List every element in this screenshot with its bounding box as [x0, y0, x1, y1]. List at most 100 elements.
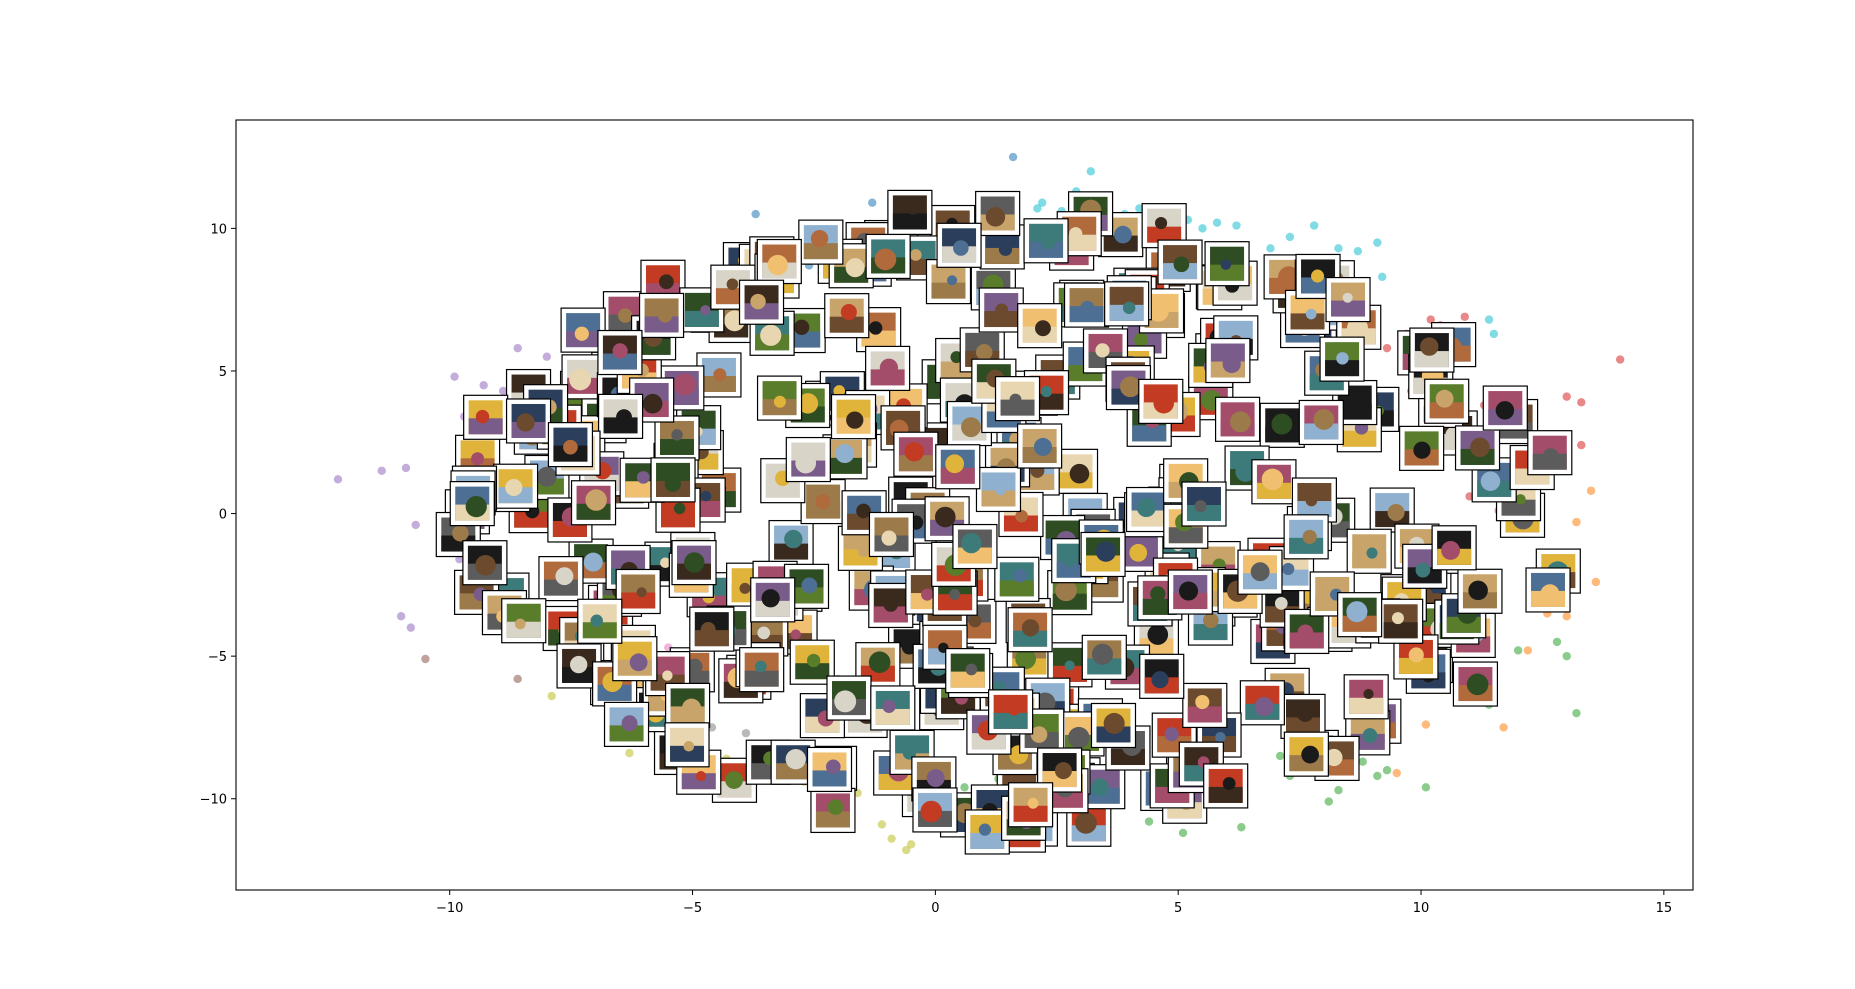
data-point	[887, 834, 896, 843]
image-thumbnail	[1205, 337, 1251, 384]
data-point	[1382, 766, 1392, 775]
data-point	[1373, 238, 1382, 247]
image-thumbnail	[1527, 430, 1573, 476]
image-thumbnail	[547, 422, 594, 468]
data-point	[1484, 315, 1494, 324]
image-thumbnail	[1452, 661, 1499, 707]
image-thumbnail	[1007, 607, 1053, 653]
image-thumbnail	[1378, 598, 1424, 644]
image-thumbnail	[696, 352, 742, 398]
data-point	[1275, 751, 1285, 761]
x-tick-label: 15	[1656, 901, 1673, 916]
image-thumbnail	[1280, 693, 1326, 739]
image-thumbnail	[1409, 327, 1455, 373]
data-point	[1523, 646, 1533, 655]
data-point	[1309, 221, 1319, 230]
image-thumbnail	[1052, 448, 1099, 494]
data-point	[1038, 198, 1047, 207]
data-point	[1237, 823, 1246, 832]
data-point	[1577, 398, 1586, 407]
image-thumbnail	[1017, 423, 1063, 469]
image-thumbnail	[830, 394, 877, 440]
image-thumbnail	[1139, 653, 1185, 699]
data-point	[377, 466, 386, 475]
image-thumbnail	[1090, 702, 1137, 749]
image-thumbnail	[597, 329, 643, 376]
x-tick-label: −10	[436, 901, 463, 916]
image-thumbnail	[1424, 378, 1470, 424]
x-tick-label: 5	[1174, 901, 1182, 916]
image-thumbnail	[824, 293, 870, 339]
data-point	[1572, 708, 1581, 718]
image-thumbnail	[612, 636, 658, 682]
image-thumbnail	[936, 222, 982, 268]
image-thumbnail	[462, 540, 508, 586]
data-point	[751, 209, 760, 219]
x-tick-label: 0	[931, 901, 939, 916]
image-thumbnail	[798, 219, 844, 265]
data-point	[1285, 232, 1295, 242]
image-thumbnail	[1283, 514, 1329, 560]
data-point	[1421, 720, 1431, 729]
data-point	[1232, 221, 1241, 230]
data-point	[411, 520, 420, 530]
y-tick-label: −5	[208, 650, 227, 665]
image-thumbnail	[975, 466, 1022, 513]
image-thumbnail	[603, 701, 650, 747]
data-point	[542, 352, 552, 361]
data-point	[1086, 167, 1095, 176]
image-thumbnail	[1399, 425, 1445, 471]
image-thumbnail	[1104, 281, 1150, 327]
data-point	[1562, 392, 1571, 401]
image-thumbnail	[800, 478, 846, 525]
data-point	[1392, 768, 1401, 778]
image-thumbnail	[577, 598, 623, 644]
image-thumbnail	[463, 394, 509, 440]
image-thumbnail	[1081, 634, 1127, 680]
image-thumbnail	[1251, 459, 1297, 505]
image-thumbnail	[1325, 276, 1371, 323]
image-thumbnail	[841, 490, 887, 536]
image-thumbnail	[1346, 528, 1392, 574]
image-thumbnail	[750, 577, 796, 623]
image-thumbnail	[538, 556, 584, 602]
image-thumbnail	[492, 463, 539, 509]
image-thumbnail	[1157, 239, 1203, 285]
data-point	[333, 475, 343, 484]
image-thumbnail	[922, 624, 968, 670]
image-thumbnail	[1125, 486, 1172, 533]
data-point	[1499, 723, 1508, 732]
x-tick-label: −5	[683, 901, 702, 916]
image-thumbnail	[615, 568, 661, 615]
image-thumbnail	[887, 189, 933, 235]
image-thumbnail	[1080, 531, 1126, 578]
data-point	[741, 728, 751, 738]
data-point	[1513, 646, 1523, 655]
data-point	[1489, 329, 1499, 339]
data-point	[868, 198, 877, 207]
data-point	[1358, 757, 1367, 766]
data-point	[902, 845, 911, 855]
image-thumbnail	[1204, 241, 1250, 287]
data-point	[401, 463, 411, 473]
image-thumbnail	[570, 480, 617, 526]
image-thumbnail	[654, 415, 700, 461]
data-point	[1586, 486, 1596, 495]
image-thumbnail	[1283, 731, 1329, 777]
image-thumbnail	[1007, 782, 1054, 828]
image-thumbnail	[1482, 385, 1528, 431]
image-thumbnail	[988, 689, 1034, 735]
y-axis-ticks: −10 −5 0 5 10	[200, 222, 236, 808]
image-thumbnails-layer	[435, 189, 1581, 855]
image-thumbnail	[756, 375, 803, 421]
data-point	[479, 381, 488, 390]
image-thumbnail	[501, 598, 547, 644]
image-thumbnail	[1066, 801, 1112, 847]
data-point	[498, 386, 508, 396]
data-point	[1615, 355, 1625, 364]
image-thumbnail	[994, 376, 1041, 422]
image-thumbnail	[1063, 282, 1110, 328]
data-point	[1334, 244, 1343, 253]
image-thumbnail	[1457, 568, 1503, 614]
